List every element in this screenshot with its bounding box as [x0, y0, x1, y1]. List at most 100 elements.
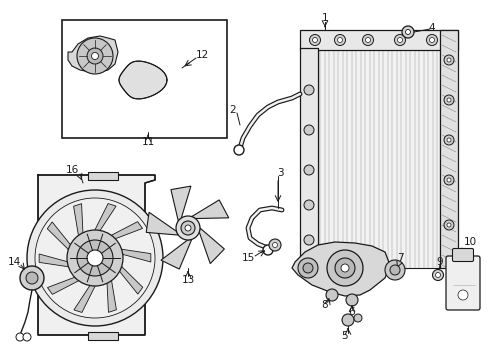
Circle shape: [363, 35, 373, 45]
Text: 4: 4: [429, 23, 435, 33]
Circle shape: [397, 37, 402, 42]
Circle shape: [234, 145, 244, 155]
Circle shape: [263, 245, 273, 255]
Text: 3: 3: [277, 168, 283, 178]
Circle shape: [304, 125, 314, 135]
Polygon shape: [112, 258, 143, 294]
Bar: [88, 332, 118, 340]
Circle shape: [77, 38, 113, 74]
Circle shape: [181, 221, 195, 235]
Circle shape: [313, 37, 318, 42]
Polygon shape: [48, 273, 90, 294]
Polygon shape: [292, 242, 390, 296]
Circle shape: [444, 55, 454, 65]
Text: 6: 6: [349, 307, 355, 317]
Circle shape: [20, 266, 44, 290]
Text: 5: 5: [342, 331, 348, 341]
Circle shape: [385, 260, 405, 280]
Circle shape: [92, 53, 98, 59]
Polygon shape: [38, 175, 155, 335]
Circle shape: [406, 30, 411, 35]
Polygon shape: [39, 254, 80, 269]
Text: 12: 12: [196, 50, 209, 60]
Circle shape: [338, 37, 343, 42]
Bar: [300, 30, 458, 50]
Circle shape: [433, 270, 443, 280]
Circle shape: [426, 35, 438, 45]
Circle shape: [185, 225, 191, 231]
Polygon shape: [192, 200, 229, 219]
Circle shape: [390, 265, 400, 275]
Text: 11: 11: [142, 137, 155, 147]
Circle shape: [77, 240, 113, 276]
Circle shape: [310, 35, 320, 45]
Circle shape: [436, 273, 441, 278]
Circle shape: [447, 138, 451, 142]
Circle shape: [26, 272, 38, 284]
Circle shape: [326, 289, 338, 301]
Circle shape: [341, 264, 349, 272]
Circle shape: [327, 250, 363, 286]
Text: 16: 16: [65, 165, 78, 175]
Circle shape: [335, 258, 355, 278]
Circle shape: [430, 37, 435, 42]
Polygon shape: [90, 203, 116, 241]
Circle shape: [447, 223, 451, 227]
Circle shape: [67, 230, 123, 286]
Circle shape: [87, 250, 103, 266]
Bar: [440, 30, 458, 268]
Circle shape: [444, 135, 454, 145]
Circle shape: [444, 220, 454, 230]
Polygon shape: [100, 222, 143, 243]
Circle shape: [335, 35, 345, 45]
Circle shape: [394, 35, 406, 45]
FancyBboxPatch shape: [452, 248, 473, 261]
Text: 10: 10: [464, 237, 477, 247]
Circle shape: [346, 294, 358, 306]
Circle shape: [298, 258, 318, 278]
Text: 1: 1: [322, 13, 328, 23]
Text: 7: 7: [397, 253, 403, 263]
Circle shape: [304, 85, 314, 95]
Circle shape: [447, 58, 451, 62]
Text: 15: 15: [242, 253, 255, 263]
Circle shape: [304, 165, 314, 175]
Circle shape: [342, 314, 354, 326]
Bar: [62, 20, 227, 138]
Circle shape: [16, 333, 24, 341]
Circle shape: [458, 290, 468, 300]
Circle shape: [176, 216, 200, 240]
Text: 2: 2: [230, 105, 236, 115]
Circle shape: [23, 333, 31, 341]
Polygon shape: [68, 36, 118, 72]
Polygon shape: [110, 247, 151, 262]
Circle shape: [304, 235, 314, 245]
Text: 9: 9: [437, 257, 443, 267]
Circle shape: [444, 95, 454, 105]
Bar: [318, 48, 440, 268]
Bar: [300, 48, 318, 268]
Polygon shape: [47, 222, 77, 258]
Circle shape: [447, 178, 451, 182]
Circle shape: [272, 243, 277, 248]
Polygon shape: [161, 239, 192, 269]
Polygon shape: [171, 186, 191, 221]
Circle shape: [444, 175, 454, 185]
Circle shape: [402, 26, 414, 38]
Text: 14: 14: [7, 257, 21, 267]
Text: 8: 8: [322, 300, 328, 310]
Polygon shape: [146, 212, 178, 235]
Polygon shape: [106, 269, 117, 312]
FancyBboxPatch shape: [446, 256, 480, 310]
Polygon shape: [199, 228, 224, 264]
Circle shape: [354, 314, 362, 322]
Circle shape: [366, 37, 370, 42]
Circle shape: [87, 48, 103, 64]
Text: 13: 13: [181, 275, 195, 285]
Circle shape: [269, 239, 281, 251]
Polygon shape: [119, 61, 167, 99]
Circle shape: [35, 198, 155, 318]
Circle shape: [303, 263, 313, 273]
Polygon shape: [74, 275, 100, 312]
Circle shape: [304, 200, 314, 210]
